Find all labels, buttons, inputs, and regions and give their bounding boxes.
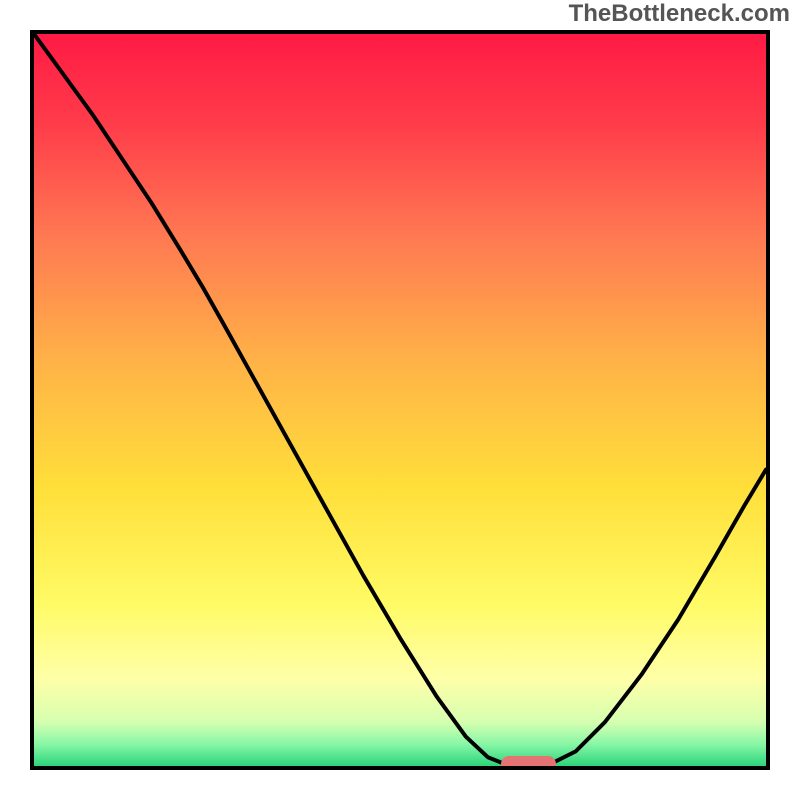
optimum-marker (501, 756, 556, 770)
bottleneck-curve-svg (34, 34, 766, 766)
chart-container: TheBottleneck.com (0, 0, 800, 800)
plot-area (30, 30, 770, 770)
bottleneck-curve-path (34, 34, 766, 766)
watermark-text: TheBottleneck.com (569, 0, 790, 28)
